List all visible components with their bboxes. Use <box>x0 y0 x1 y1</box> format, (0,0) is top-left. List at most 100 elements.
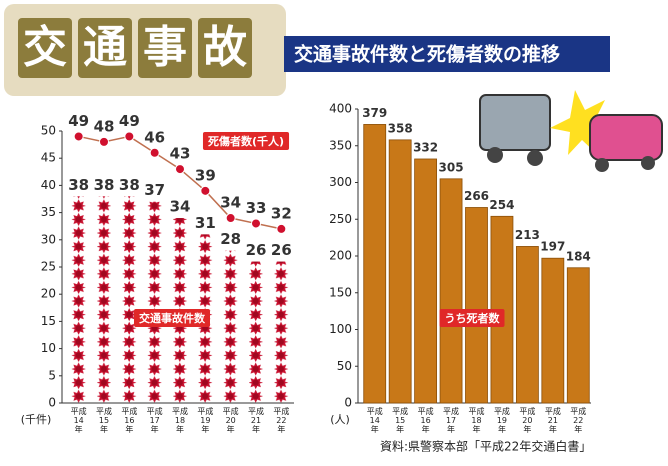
x-tick-label: 平成19年 <box>197 407 214 434</box>
bar <box>97 196 111 403</box>
value-label: 38 <box>68 176 89 194</box>
bar <box>249 261 263 403</box>
title-tile <box>78 18 132 78</box>
value-label: 26 <box>246 241 267 259</box>
y-tick-label: 20 <box>41 287 56 301</box>
bar <box>465 207 488 404</box>
value-label: 32 <box>271 204 292 222</box>
y-tick-label: 10 <box>41 341 56 355</box>
x-tick-label: 平成17年 <box>146 407 163 434</box>
value-label: 213 <box>515 228 540 242</box>
y-tick-label: 15 <box>41 314 56 328</box>
x-tick-label: 平成19年 <box>493 407 510 434</box>
value-label: 39 <box>195 166 216 184</box>
value-label: 26 <box>271 241 292 259</box>
marker <box>175 164 185 175</box>
subtitle: 交通事故件数と死傷者数の推移 <box>294 43 560 66</box>
y-tick-label: 45 <box>41 151 56 165</box>
marker <box>73 131 84 142</box>
value-label: 254 <box>489 198 514 212</box>
y-tick-label: 200 <box>329 249 352 263</box>
bar <box>122 196 137 403</box>
value-label: 43 <box>170 145 191 163</box>
legend-label: 交通事故件数 <box>139 311 206 325</box>
x-tick-label: 平成18年 <box>172 407 188 434</box>
bar <box>223 250 238 403</box>
value-label: 358 <box>388 121 413 135</box>
y-tick-label: 0 <box>48 396 56 410</box>
legend-box <box>134 309 210 327</box>
bar <box>274 261 289 403</box>
value-label: 332 <box>413 140 438 154</box>
legend-label: うち死者数 <box>445 311 501 325</box>
bar <box>414 158 438 404</box>
value-label: 266 <box>464 189 489 203</box>
value-label: 379 <box>362 106 387 120</box>
y-tick-label: 350 <box>329 138 352 152</box>
y-tick-label: 30 <box>41 232 56 246</box>
bar <box>566 267 590 404</box>
title-tile <box>198 18 252 78</box>
value-label: 31 <box>195 214 216 232</box>
y-tick-label: 50 <box>337 359 352 373</box>
marker <box>225 213 236 224</box>
bar <box>515 246 539 404</box>
y-tick-label: 35 <box>41 205 56 219</box>
illustration <box>479 90 663 172</box>
x-tick-label: 平成20年 <box>222 407 239 434</box>
x-tick-label: 平成20年 <box>519 407 536 434</box>
y-tick-label: 0 <box>344 396 352 410</box>
title: 交通事故 <box>23 22 263 73</box>
bar <box>71 196 86 403</box>
y-unit: (人) <box>330 413 350 426</box>
title-tile <box>18 18 72 78</box>
marker <box>276 223 287 234</box>
value-label: 38 <box>94 176 115 194</box>
x-tick-label: 平成16年 <box>417 407 434 434</box>
y-tick-label: 40 <box>41 178 56 192</box>
title-tile <box>138 18 192 78</box>
value-label: 48 <box>94 117 115 135</box>
value-label: 49 <box>68 112 89 130</box>
y-tick-label: 100 <box>329 322 352 336</box>
y-tick-label: 300 <box>329 175 352 189</box>
value-label: 33 <box>246 199 267 217</box>
y-tick-label: 50 <box>41 124 56 138</box>
value-label: 197 <box>540 240 565 254</box>
x-tick-label: 平成15年 <box>392 407 409 434</box>
value-label: 34 <box>170 198 191 216</box>
marker <box>149 147 160 158</box>
x-tick-label: 平成18年 <box>468 407 485 434</box>
marker <box>200 185 211 196</box>
value-label: 34 <box>220 194 241 212</box>
x-tick-label: 平成14年 <box>366 407 383 434</box>
x-tick-label: 平成14年 <box>70 407 87 434</box>
bar <box>388 139 412 404</box>
y-tick-label: 5 <box>48 368 56 382</box>
bar <box>147 201 162 403</box>
y-tick-label: 25 <box>41 260 56 274</box>
value-label: 37 <box>144 181 165 199</box>
bar <box>439 178 463 404</box>
x-tick-label: 平成21年 <box>544 407 561 434</box>
marker <box>251 218 261 229</box>
legend-label: 死傷者数(千人) <box>208 134 284 148</box>
x-tick-label: 平成22年 <box>273 407 290 434</box>
source: 資料:県警察本部「平成22年交通白書」 <box>380 439 591 454</box>
value-label: 28 <box>220 230 241 248</box>
value-label: 49 <box>119 112 140 130</box>
value-label: 46 <box>144 128 165 146</box>
x-tick-label: 平成21年 <box>248 407 264 434</box>
value-label: 184 <box>566 249 591 263</box>
bar <box>363 124 387 404</box>
x-tick-label: 平成15年 <box>96 407 112 434</box>
value-label: 38 <box>119 176 140 194</box>
marker <box>124 131 135 142</box>
legend-box <box>202 132 290 150</box>
legend-box <box>439 309 505 327</box>
marker <box>99 136 109 147</box>
y-tick-label: 400 <box>329 102 352 116</box>
subtitle-band <box>284 36 610 72</box>
